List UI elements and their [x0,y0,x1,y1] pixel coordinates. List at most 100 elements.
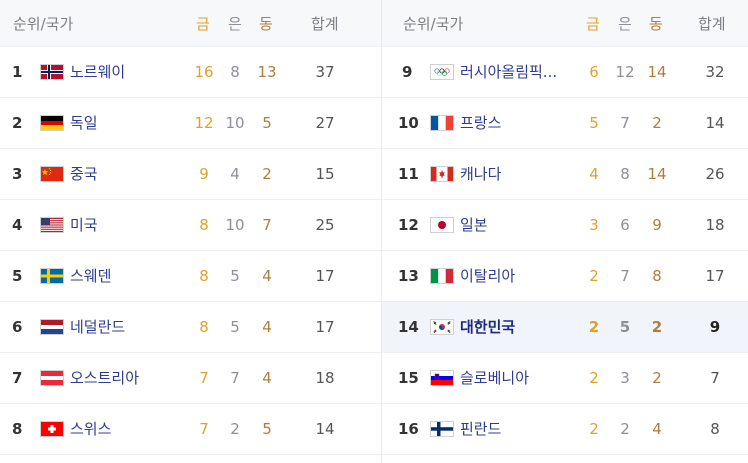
table-header: 순위/국가 금 은 동 합계 [382,0,748,47]
silver-count: 10 [225,216,245,234]
table-row-highlighted[interactable]: 14 대한민국 2 5 2 9 [382,302,748,353]
rank: 15 [398,369,419,387]
olympic-flag-icon [430,64,454,80]
country-link[interactable]: 이탈리아 [460,267,516,285]
gold-count: 2 [589,267,599,285]
silver-count: 5 [230,267,240,285]
silver-count: 12 [615,63,635,81]
country-link[interactable]: 네덜란드 [70,318,126,336]
total-count: 26 [705,165,725,183]
country-link[interactable]: 미국 [70,216,98,234]
norway-flag-icon [40,64,64,80]
total-count: 32 [705,63,725,81]
header-rank-country: 순위/국가 [13,15,74,33]
table-row[interactable]: 7 오스트리아 7 7 4 18 [0,353,381,404]
table-row[interactable]: 6 네덜란드 8 5 4 17 [0,302,381,353]
country-link[interactable]: 프랑스 [460,114,502,132]
gold-count: 16 [194,63,214,81]
china-flag-icon [40,166,64,182]
rank: 1 [12,63,23,81]
gold-count: 7 [199,369,209,387]
table-row[interactable]: 1 노르웨이 16 8 13 37 [0,47,381,98]
italy-flag-icon [430,268,454,284]
silver-count: 8 [620,165,630,183]
total-count: 14 [705,114,725,132]
rank: 9 [402,63,413,81]
gold-count: 7 [199,420,209,438]
rank: 3 [12,165,23,183]
silver-count: 7 [620,114,630,132]
country-link[interactable]: 대한민국 [460,318,516,336]
header-total: 합계 [311,15,339,33]
bronze-count: 4 [652,420,662,438]
header-rank-country: 순위/국가 [403,15,464,33]
total-count: 18 [315,369,335,387]
bronze-count: 2 [652,114,662,132]
rank: 2 [12,114,23,132]
germany-flag-icon [40,115,64,131]
bronze-count: 7 [262,216,272,234]
rank: 14 [398,318,419,336]
header-bronze: 동 [649,15,663,33]
table-row[interactable]: 16 핀란드 2 2 4 8 [382,404,748,455]
rank: 6 [12,318,23,336]
france-flag-icon [430,115,454,131]
country-link[interactable]: 오스트리아 [70,369,140,387]
table-row[interactable]: 8 스위스 7 2 5 14 [0,404,381,455]
usa-flag-icon [40,217,64,233]
country-link[interactable]: 독일 [70,114,98,132]
table-row[interactable]: 12 일본 3 6 9 18 [382,200,748,251]
rank: 13 [398,267,419,285]
switzerland-flag-icon [40,421,64,437]
table-row[interactable]: 9 러시아올림픽... 6 12 14 32 [382,47,748,98]
rank: 5 [12,267,23,285]
header-silver: 은 [618,15,632,33]
gold-count: 4 [589,165,599,183]
country-link[interactable]: 일본 [460,216,488,234]
table-row[interactable]: 11 캐나다 4 8 14 26 [382,149,748,200]
gold-count: 2 [589,369,599,387]
gold-count: 3 [589,216,599,234]
country-link[interactable]: 스웨덴 [70,267,112,285]
total-count: 7 [710,369,720,387]
silver-count: 5 [230,318,240,336]
country-link[interactable]: 노르웨이 [70,63,126,81]
country-link[interactable]: 캐나다 [460,165,502,183]
bronze-count: 4 [262,318,272,336]
bronze-count: 14 [647,63,667,81]
gold-count: 2 [588,318,600,336]
header-silver: 은 [228,15,242,33]
total-count: 8 [710,420,720,438]
country-link[interactable]: 핀란드 [460,420,502,438]
total-count: 9 [709,318,721,336]
table-row[interactable]: 4 미국 8 10 7 25 [0,200,381,251]
austria-flag-icon [40,370,64,386]
table-row[interactable]: 3 중국 9 4 2 15 [0,149,381,200]
country-link[interactable]: 스위스 [70,420,112,438]
gold-count: 8 [199,318,209,336]
header-total: 합계 [698,15,726,33]
table-row[interactable]: 2 독일 12 10 5 27 [0,98,381,149]
bronze-count: 2 [652,369,662,387]
header-gold: 금 [196,15,210,33]
table-header: 순위/국가 금 은 동 합계 [0,0,381,47]
medal-table-left: 순위/국가 금 은 동 합계 1 노르웨이 16 8 13 37 2 독일 12… [0,0,382,463]
silver-count: 2 [620,420,630,438]
bronze-count: 5 [262,420,272,438]
total-count: 25 [315,216,335,234]
table-row[interactable]: 10 프랑스 5 7 2 14 [382,98,748,149]
country-link[interactable]: 슬로베니아 [460,369,530,387]
silver-count: 2 [230,420,240,438]
slovenia-flag-icon [430,370,454,386]
rank: 12 [398,216,419,234]
table-row[interactable]: 5 스웨덴 8 5 4 17 [0,251,381,302]
bronze-count: 9 [652,216,662,234]
table-row[interactable]: 13 이탈리아 2 7 8 17 [382,251,748,302]
country-link[interactable]: 중국 [70,165,98,183]
sweden-flag-icon [40,268,64,284]
table-row[interactable]: 15 슬로베니아 2 3 2 7 [382,353,748,404]
country-link[interactable]: 러시아올림픽... [460,63,558,81]
bronze-count: 13 [257,63,277,81]
bronze-count: 2 [651,318,663,336]
